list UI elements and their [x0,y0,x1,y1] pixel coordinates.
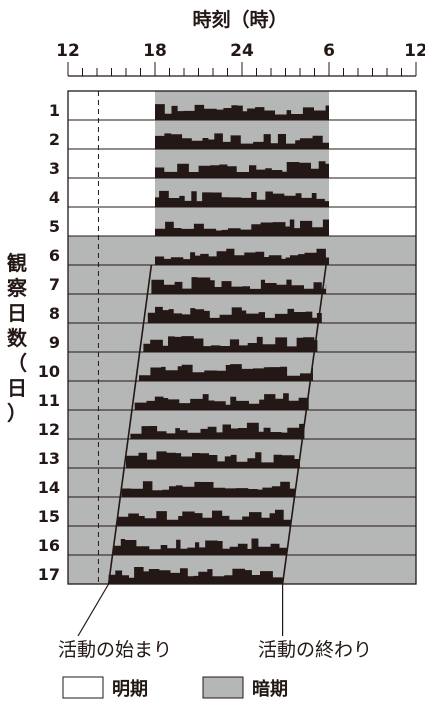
legend-light-label: 明期 [112,679,148,700]
day-label: 15 [38,507,60,526]
activity-bar-day-17 [108,567,283,584]
day-label: 16 [38,536,60,555]
activity-bar-day-7 [151,277,327,294]
activity-start-trend-line [107,264,153,585]
legend-dark-swatch [202,676,244,699]
time-tick-label: 12 [56,41,80,61]
day-label: 6 [49,246,60,265]
day-label: 13 [38,449,60,468]
activity-bar-day-4 [155,190,329,207]
grid-layer [67,90,417,637]
x-axis-title: 時刻（時） [192,8,287,31]
time-tick-label: 6 [323,41,335,61]
activity-bar-day-13 [126,451,300,468]
day-label: 17 [38,565,60,584]
dark-period-layer [68,91,416,584]
day-label: 3 [49,159,60,178]
day-label: 2 [49,130,60,149]
activity-bar-day-9 [143,336,318,352]
activity-start-annotation: 活動の始まり [58,639,172,661]
activity-bar-day-6 [155,248,329,265]
activity-bar-day-16 [112,538,288,555]
day-label: 10 [38,362,60,381]
time-tick-label: 12 [404,41,425,61]
chart-frame [67,90,417,585]
day-label: 12 [38,420,60,439]
day-label: 1 [49,101,60,120]
day-label: 4 [49,188,60,207]
activity-bar-day-12 [130,422,305,439]
activity-end-annotation: 活動の終わり [258,639,372,661]
activity-bar-day-10 [139,364,313,381]
day-label: 5 [49,217,60,236]
activity-bar-day-3 [155,161,329,178]
activity-bar-day-15 [117,509,292,526]
activity-end-trend-line [281,264,327,585]
day-label: 7 [49,275,60,294]
day-label: 11 [38,391,60,410]
activity-start-pointer [77,583,110,637]
activity-bar-day-5 [155,219,329,236]
activity-bar-day-14 [121,481,296,497]
activity-bar-day-1 [155,104,329,120]
time-tick-label: 18 [143,41,167,61]
activity-bar-day-2 [155,133,329,149]
legend: 明期 暗期 [62,676,288,700]
activity-bar-day-8 [147,306,322,323]
activity-bar-day-11 [134,393,309,410]
y-axis-title: 観察日数（日） [7,251,28,425]
legend-light-swatch [62,676,104,699]
day-label: 9 [49,333,60,352]
time-tick-label: 24 [230,41,254,61]
day-label: 8 [49,304,60,323]
activity-layer [108,104,329,584]
time-axis: 12 18 24 6 12 [56,41,425,77]
day-label: 14 [38,478,60,497]
legend-dark-label: 暗期 [252,678,288,700]
